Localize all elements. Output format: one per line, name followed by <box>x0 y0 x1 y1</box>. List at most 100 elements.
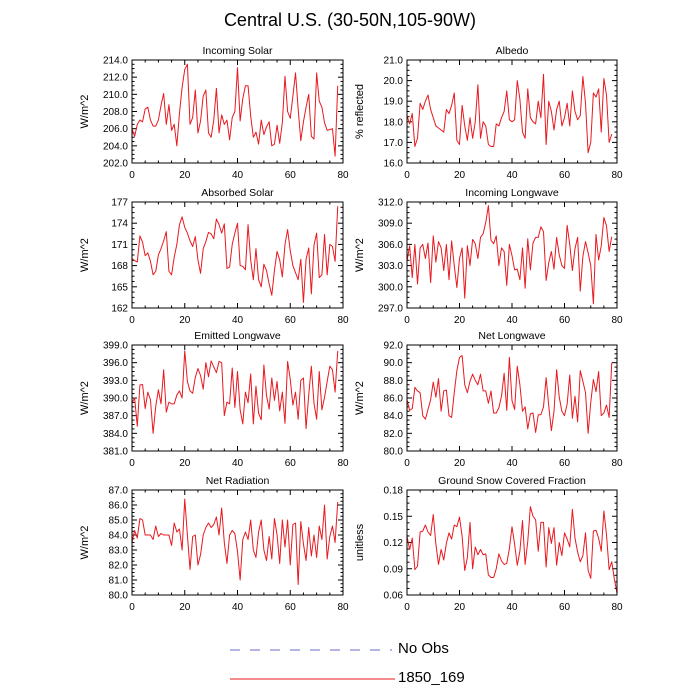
y-tick-label: 300.0 <box>378 282 403 293</box>
y-tick-label: 303.0 <box>378 261 403 272</box>
plot-frame <box>131 489 344 596</box>
x-tick-label: 60 <box>285 458 297 469</box>
x-tick-label: 80 <box>337 170 349 181</box>
y-tick-label: 85.0 <box>109 516 129 527</box>
panel-net-radiation: Net Radiation W/m^2 0 20 40 60 80 80.0 81.0 82.0 8… <box>79 475 349 613</box>
y-tick-label: 86.0 <box>384 394 404 405</box>
legend-label: No Obs <box>398 640 449 657</box>
x-tick-label: 60 <box>285 602 297 613</box>
y-tick-label: 399.0 <box>103 341 128 352</box>
y-tick-label: 393.0 <box>103 376 128 387</box>
y-tick-label: 381.0 <box>103 447 128 458</box>
y-tick-label: 212.0 <box>103 73 128 84</box>
y-tick-label: 177 <box>111 198 128 209</box>
panel-albedo: Albedo % reflected 0 20 40 60 80 16.0 17.0 18.0 19… <box>354 45 623 181</box>
y-tick-label: 168 <box>111 261 128 272</box>
x-tick-label: 0 <box>404 170 410 181</box>
y-tick-label: 87.0 <box>109 486 129 497</box>
x-tick-label: 80 <box>611 315 623 326</box>
panel-title: Ground Snow Covered Fraction <box>438 475 586 487</box>
x-tick-label: 0 <box>404 458 410 469</box>
y-tick-label: 309.0 <box>378 219 403 230</box>
y-tick-label: 0.12 <box>384 538 404 549</box>
y-axis-label: % reflected <box>354 84 366 139</box>
x-tick-label: 80 <box>611 170 623 181</box>
legend-item-no-obs: No Obs <box>230 640 480 662</box>
y-tick-label: 86.0 <box>109 501 129 512</box>
plot-frame <box>406 489 618 596</box>
y-tick-label: 390.0 <box>103 394 128 405</box>
series-line-1850-169 <box>131 206 339 303</box>
x-tick-label: 20 <box>454 315 466 326</box>
x-tick-label: 40 <box>506 602 518 613</box>
plot-frame <box>406 59 618 164</box>
y-tick-label: 20.0 <box>384 76 404 87</box>
x-tick-label: 20 <box>179 315 191 326</box>
y-tick-label: 202.0 <box>103 159 128 170</box>
y-tick-label: 204.0 <box>103 141 128 152</box>
panel-title: Incoming Longwave <box>465 187 559 199</box>
x-tick-label: 40 <box>232 602 244 613</box>
x-tick-label: 20 <box>454 458 466 469</box>
y-tick-label: 84.0 <box>384 411 404 422</box>
y-tick-label: 80.0 <box>109 591 129 602</box>
x-tick-label: 0 <box>129 170 135 181</box>
y-tick-label: 16.0 <box>384 159 404 170</box>
y-axis-label: W/m^2 <box>354 238 366 272</box>
y-tick-label: 387.0 <box>103 411 128 422</box>
legend-swatch-solid-line <box>230 678 395 680</box>
y-tick-label: 0.15 <box>384 512 404 523</box>
y-tick-label: 206.0 <box>103 124 128 135</box>
y-tick-label: 396.0 <box>103 358 128 369</box>
series-line-1850-169 <box>406 73 613 154</box>
series-line-1850-169 <box>131 350 339 434</box>
x-tick-label: 0 <box>129 458 135 469</box>
y-axis-label: W/m^2 <box>79 526 91 560</box>
y-tick-label: 81.0 <box>109 576 129 587</box>
x-tick-label: 0 <box>129 315 135 326</box>
x-tick-label: 60 <box>559 602 571 613</box>
legend-swatch-dashed-line <box>230 649 392 651</box>
x-tick-label: 0 <box>129 602 135 613</box>
y-tick-label: 384.0 <box>103 429 128 440</box>
y-tick-label: 88.0 <box>384 376 404 387</box>
x-tick-label: 20 <box>179 602 191 613</box>
x-tick-label: 40 <box>232 315 244 326</box>
x-tick-label: 80 <box>611 458 623 469</box>
y-tick-label: 165 <box>111 282 128 293</box>
panel-title: Net Longwave <box>478 330 545 342</box>
y-axis-label: unitless <box>354 523 366 561</box>
x-tick-label: 60 <box>285 315 297 326</box>
panel-emitted-longwave: Emitted Longwave W/m^2 0 20 40 60 80 381.0 384.0… <box>79 330 349 469</box>
y-tick-label: 83.0 <box>109 546 129 557</box>
y-tick-label: 18.0 <box>384 117 404 128</box>
x-tick-label: 20 <box>454 602 466 613</box>
y-tick-label: 312.0 <box>378 198 403 209</box>
x-tick-label: 60 <box>559 315 571 326</box>
y-tick-label: 84.0 <box>109 531 129 542</box>
y-tick-label: 214.0 <box>103 56 128 67</box>
series-line-1850-169 <box>131 63 339 157</box>
panel-incoming-longwave: Incoming Longwave W/m^2 0 20 40 60 80 297.0 300.… <box>354 187 623 326</box>
panel-title: Emitted Longwave <box>194 330 281 342</box>
x-tick-label: 20 <box>179 170 191 181</box>
y-tick-label: 82.0 <box>109 561 129 572</box>
x-tick-label: 60 <box>559 458 571 469</box>
y-tick-label: 0.06 <box>384 591 404 602</box>
x-tick-label: 80 <box>337 315 349 326</box>
series-line-1850-169 <box>406 205 613 305</box>
series-line-1850-169 <box>406 355 613 434</box>
plot-frame <box>131 59 344 164</box>
x-tick-label: 40 <box>232 170 244 181</box>
x-tick-label: 80 <box>337 458 349 469</box>
figure-title: Central U.S. (30-50N,105-90W) <box>223 10 477 30</box>
x-tick-label: 40 <box>506 458 518 469</box>
y-tick-label: 19.0 <box>384 97 404 108</box>
x-tick-label: 20 <box>179 458 191 469</box>
y-axis-label: W/m^2 <box>354 381 366 415</box>
y-axis-label: W/m^2 <box>79 238 91 272</box>
y-tick-label: 171 <box>111 240 128 251</box>
x-tick-label: 60 <box>559 170 571 181</box>
panel-title: Net Radiation <box>206 475 270 487</box>
y-tick-label: 82.0 <box>384 429 404 440</box>
